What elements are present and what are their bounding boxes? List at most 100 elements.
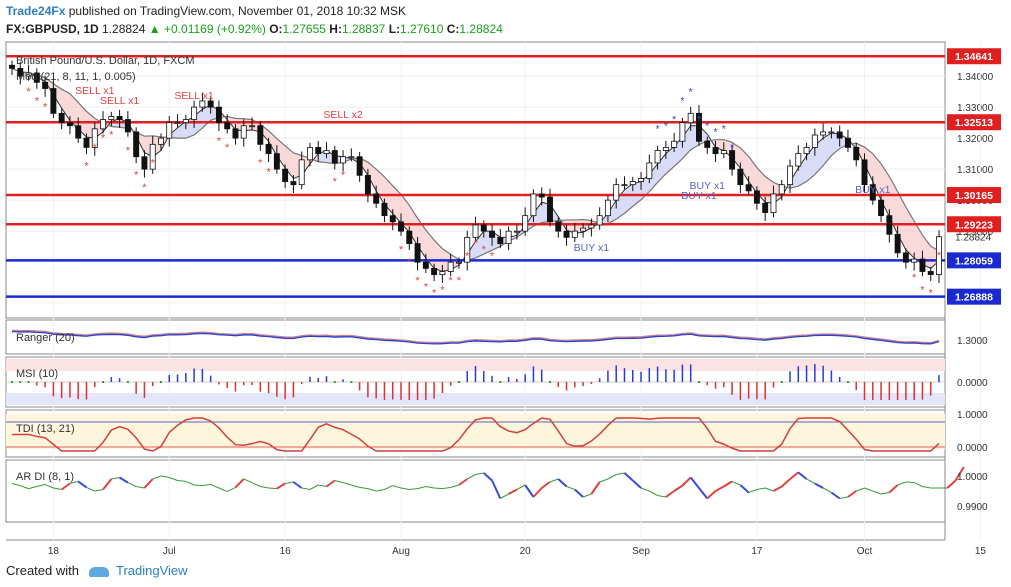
- candle-body: [447, 261, 454, 272]
- level-tag-label: 1.26888: [955, 292, 993, 304]
- level-tag-label: 1.28059: [955, 255, 993, 267]
- ardi-segment: [69, 480, 79, 484]
- ardi-segment: [152, 475, 162, 480]
- level-tag: [947, 187, 1001, 204]
- msi-upper-band: [6, 359, 945, 371]
- buy-marker: *: [664, 120, 669, 132]
- ardi-y-tick: 1.0000: [957, 472, 988, 483]
- candle-body: [604, 199, 611, 217]
- ardi-segment: [582, 493, 592, 498]
- up-arrow-icon: ▲: [148, 22, 161, 36]
- ardi-segment: [77, 480, 88, 489]
- candle-body: [9, 64, 15, 69]
- sell-marker: *: [225, 142, 230, 154]
- ardi-segment: [376, 489, 385, 492]
- candle-body: [257, 125, 264, 145]
- ardi-segment: [954, 466, 965, 482]
- cloud-segment: [798, 155, 807, 187]
- candle-body: [199, 100, 206, 108]
- cloud-segment: [649, 163, 658, 192]
- candle-body: [811, 134, 818, 148]
- ardi-segment: [665, 490, 675, 498]
- candle-body: [753, 190, 760, 204]
- sell-marker: *: [920, 284, 925, 296]
- ardi-segment: [169, 477, 178, 481]
- ardi-segment: [136, 486, 145, 489]
- ardi-segment: [698, 487, 709, 500]
- ardi-segment: [864, 487, 873, 492]
- buy-signal-label: BUY x1: [574, 242, 610, 254]
- sell-marker: *: [341, 170, 346, 182]
- candle-body: [298, 159, 305, 186]
- ardi-segment: [359, 486, 368, 490]
- ardi-segment: [739, 484, 750, 494]
- candle-body: [373, 193, 380, 204]
- ardi-y-tick: 0.9900: [957, 502, 988, 513]
- ardi-segment: [409, 488, 418, 490]
- candle-body: [538, 193, 545, 198]
- ardi-segment: [28, 486, 37, 490]
- ardi-segment: [11, 483, 21, 487]
- ardi-segment: [111, 477, 120, 480]
- level-tag-label: 1.29223: [955, 219, 993, 231]
- tradingview-logo-icon: [88, 566, 109, 577]
- sell-marker: *: [333, 176, 338, 188]
- ardi-segment: [590, 481, 601, 495]
- ardi-segment: [516, 484, 526, 490]
- msi-dot: [27, 381, 30, 383]
- ardi-segment: [888, 484, 899, 494]
- cloud-segment: [806, 145, 815, 182]
- footer: Created with TradingView: [6, 563, 188, 578]
- sell-signal-label: SELL x2: [323, 109, 362, 121]
- candle-body: [596, 215, 603, 226]
- publisher-name[interactable]: Trade24Fx: [6, 4, 66, 18]
- sell-marker: *: [424, 281, 429, 293]
- sell-marker: *: [151, 157, 156, 169]
- level-tag-label: 1.34641: [955, 51, 993, 63]
- msi-dot: [19, 381, 22, 383]
- candle-body: [654, 150, 661, 164]
- candle-body: [787, 165, 793, 186]
- low-value: 1.27610: [400, 22, 444, 36]
- high-label: H:: [329, 22, 342, 36]
- ardi-segment: [251, 482, 261, 487]
- tdi-title: TDI (13, 21): [16, 423, 75, 435]
- candle-body: [580, 227, 587, 232]
- y-tick-label: 1.29000: [957, 227, 994, 238]
- msi-dot: [697, 381, 700, 383]
- ardi-title: AR DI (8, 1): [16, 471, 74, 483]
- tradingview-link[interactable]: TradingView: [116, 563, 188, 578]
- buy-marker: *: [697, 114, 702, 126]
- msi-dot: [457, 381, 460, 383]
- cloud-segment: [905, 207, 915, 259]
- published-text: published on TradingView.com, November 0…: [68, 4, 407, 18]
- ardi-segment: [847, 490, 857, 498]
- ardi-segment: [119, 476, 129, 484]
- symbol: FX:GBPUSD, 1D: [6, 22, 99, 36]
- candle-body: [886, 215, 893, 235]
- candle-body: [232, 128, 239, 139]
- buy-marker: *: [730, 142, 735, 154]
- candle-body: [116, 116, 123, 120]
- ardi-segment: [748, 489, 758, 493]
- ranger-line: [11, 330, 940, 345]
- ranger-title: Ranger (20): [16, 332, 75, 344]
- candle-body: [422, 261, 429, 269]
- ardi-segment: [475, 472, 484, 475]
- x-tick-label: 15: [975, 546, 987, 557]
- candle-body: [331, 150, 338, 164]
- sell-marker: *: [258, 157, 263, 169]
- ardi-segment: [599, 478, 609, 483]
- ardi-segment: [946, 479, 957, 489]
- candle-body: [720, 150, 727, 155]
- sell-signal-label: SELL x1: [174, 90, 213, 102]
- ardi-segment: [44, 483, 54, 489]
- ardi-segment: [649, 490, 658, 496]
- candle-body: [927, 271, 934, 275]
- y-tick-label: 1.34000: [957, 72, 994, 83]
- ardi-segment: [202, 483, 211, 487]
- candle-body: [398, 221, 404, 232]
- candle-body: [621, 184, 628, 187]
- candle-body: [282, 168, 289, 182]
